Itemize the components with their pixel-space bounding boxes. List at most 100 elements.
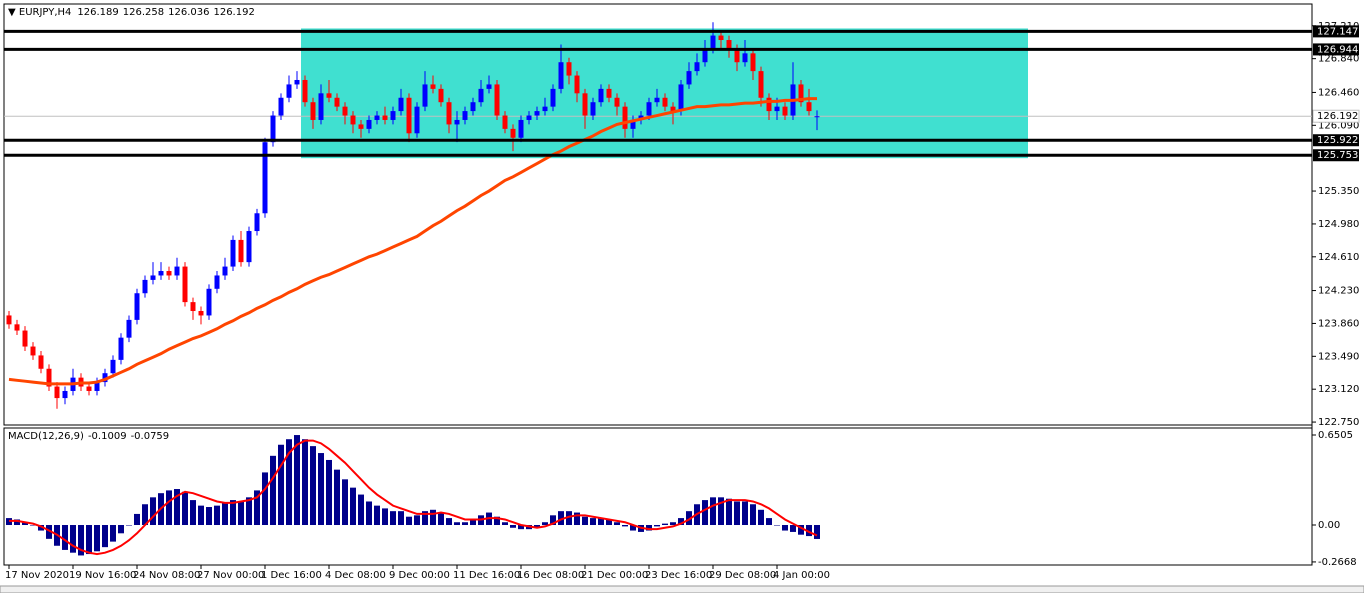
macd-bar <box>302 439 308 526</box>
candle-body <box>206 288 212 316</box>
candle-body <box>702 48 708 63</box>
macd-bar <box>814 525 820 539</box>
y-tick-label: 126.840 <box>1318 54 1359 65</box>
candle-body <box>334 97 340 107</box>
macd-bar <box>518 525 524 530</box>
macd-bar <box>390 511 396 526</box>
macd-bar <box>230 500 236 526</box>
candle-body <box>302 79 308 103</box>
candle-body <box>126 319 132 338</box>
macd-bar <box>118 525 124 534</box>
macd-bar <box>70 525 76 553</box>
macd-bar <box>686 511 692 526</box>
macd-bar <box>134 513 140 526</box>
candle-body <box>742 53 748 63</box>
macd-bar <box>142 504 148 526</box>
macd-bar <box>294 435 300 526</box>
candle-body <box>678 84 684 112</box>
macd-bar <box>806 525 812 537</box>
macd-bar <box>654 525 660 527</box>
macd-bar <box>702 500 708 526</box>
candle-body <box>758 71 764 98</box>
macd-bar <box>222 502 228 526</box>
macd-bar <box>246 497 252 526</box>
candle-body <box>326 93 332 98</box>
macd-bar <box>94 525 100 552</box>
candle-body <box>430 84 436 89</box>
scroll-strip <box>0 585 1364 593</box>
macd-bar <box>630 525 636 531</box>
candle-body <box>438 88 444 103</box>
candle-body <box>278 97 284 116</box>
macd-bar <box>334 469 340 526</box>
y-tick-label: 124.980 <box>1318 219 1359 230</box>
candle-body <box>798 84 804 103</box>
candle-body <box>382 115 388 120</box>
macd-bar <box>734 501 740 526</box>
macd-bar <box>86 525 92 555</box>
y-tick-label: 0.6505 <box>1318 430 1353 441</box>
macd-title: MACD(12,26,9) <box>8 431 84 442</box>
y-tick-label: 126.090 <box>1318 120 1359 131</box>
candle-body <box>414 106 420 134</box>
macd-bar <box>790 525 796 532</box>
candle-body <box>502 115 508 129</box>
macd-bar <box>422 511 428 526</box>
macd-bar <box>622 525 628 527</box>
candle-body <box>398 97 404 112</box>
candle-body <box>94 382 100 391</box>
macd-bar <box>766 518 772 526</box>
candle-body <box>494 84 500 116</box>
candle-body <box>574 75 580 94</box>
candle-body <box>782 106 788 116</box>
macd-bar <box>494 516 500 526</box>
macd-bar <box>750 504 756 526</box>
level-label-box <box>1313 43 1359 56</box>
candle-body <box>774 106 780 112</box>
candle-body <box>102 373 108 383</box>
x-tick-label: 27 Nov 00:00 <box>197 570 264 581</box>
x-tick-label: 1 Dec 16:00 <box>261 570 322 581</box>
candle-body <box>182 266 188 303</box>
x-tick-label: 24 Nov 08:00 <box>133 570 200 581</box>
y-tick-label: 122.750 <box>1318 417 1359 428</box>
candle-body <box>598 88 604 103</box>
level-label: 125.753 <box>1317 150 1358 161</box>
macd-bar <box>782 525 788 531</box>
candle-body <box>422 84 428 107</box>
header-low: 126.036 <box>168 7 209 18</box>
macd-bar <box>606 519 612 526</box>
candle-body <box>110 359 116 374</box>
y-tick-label: 123.860 <box>1318 318 1359 329</box>
macd-bar <box>718 497 724 526</box>
macd-bar <box>430 509 436 526</box>
candle-body <box>582 93 588 116</box>
candle-body <box>366 119 372 129</box>
candle-body <box>542 106 548 112</box>
candle-body <box>606 88 612 98</box>
candle-body <box>454 119 460 125</box>
candle-body <box>814 116 820 118</box>
candle-body <box>446 102 452 125</box>
header-close: 126.192 <box>213 7 254 18</box>
candle-body <box>246 231 252 263</box>
macd-bar <box>38 525 44 531</box>
candle-body <box>590 102 596 116</box>
candle-body <box>686 71 692 85</box>
macd-bar <box>798 525 804 535</box>
level-label-box <box>1313 134 1359 147</box>
macd-bar <box>574 512 580 526</box>
level-label-box <box>1313 25 1359 38</box>
candle-body <box>254 213 260 232</box>
macd-bar <box>190 500 196 526</box>
candle-body <box>342 106 348 116</box>
x-tick-label: 17 Nov 2020 <box>5 570 69 581</box>
candle-body <box>174 266 180 276</box>
candle-body <box>806 102 812 112</box>
macd-signal <box>9 439 818 556</box>
candle-body <box>54 386 60 399</box>
macd-value: -0.1009 <box>88 431 127 442</box>
moving-average <box>8 97 817 386</box>
level-label-box <box>1313 149 1359 162</box>
